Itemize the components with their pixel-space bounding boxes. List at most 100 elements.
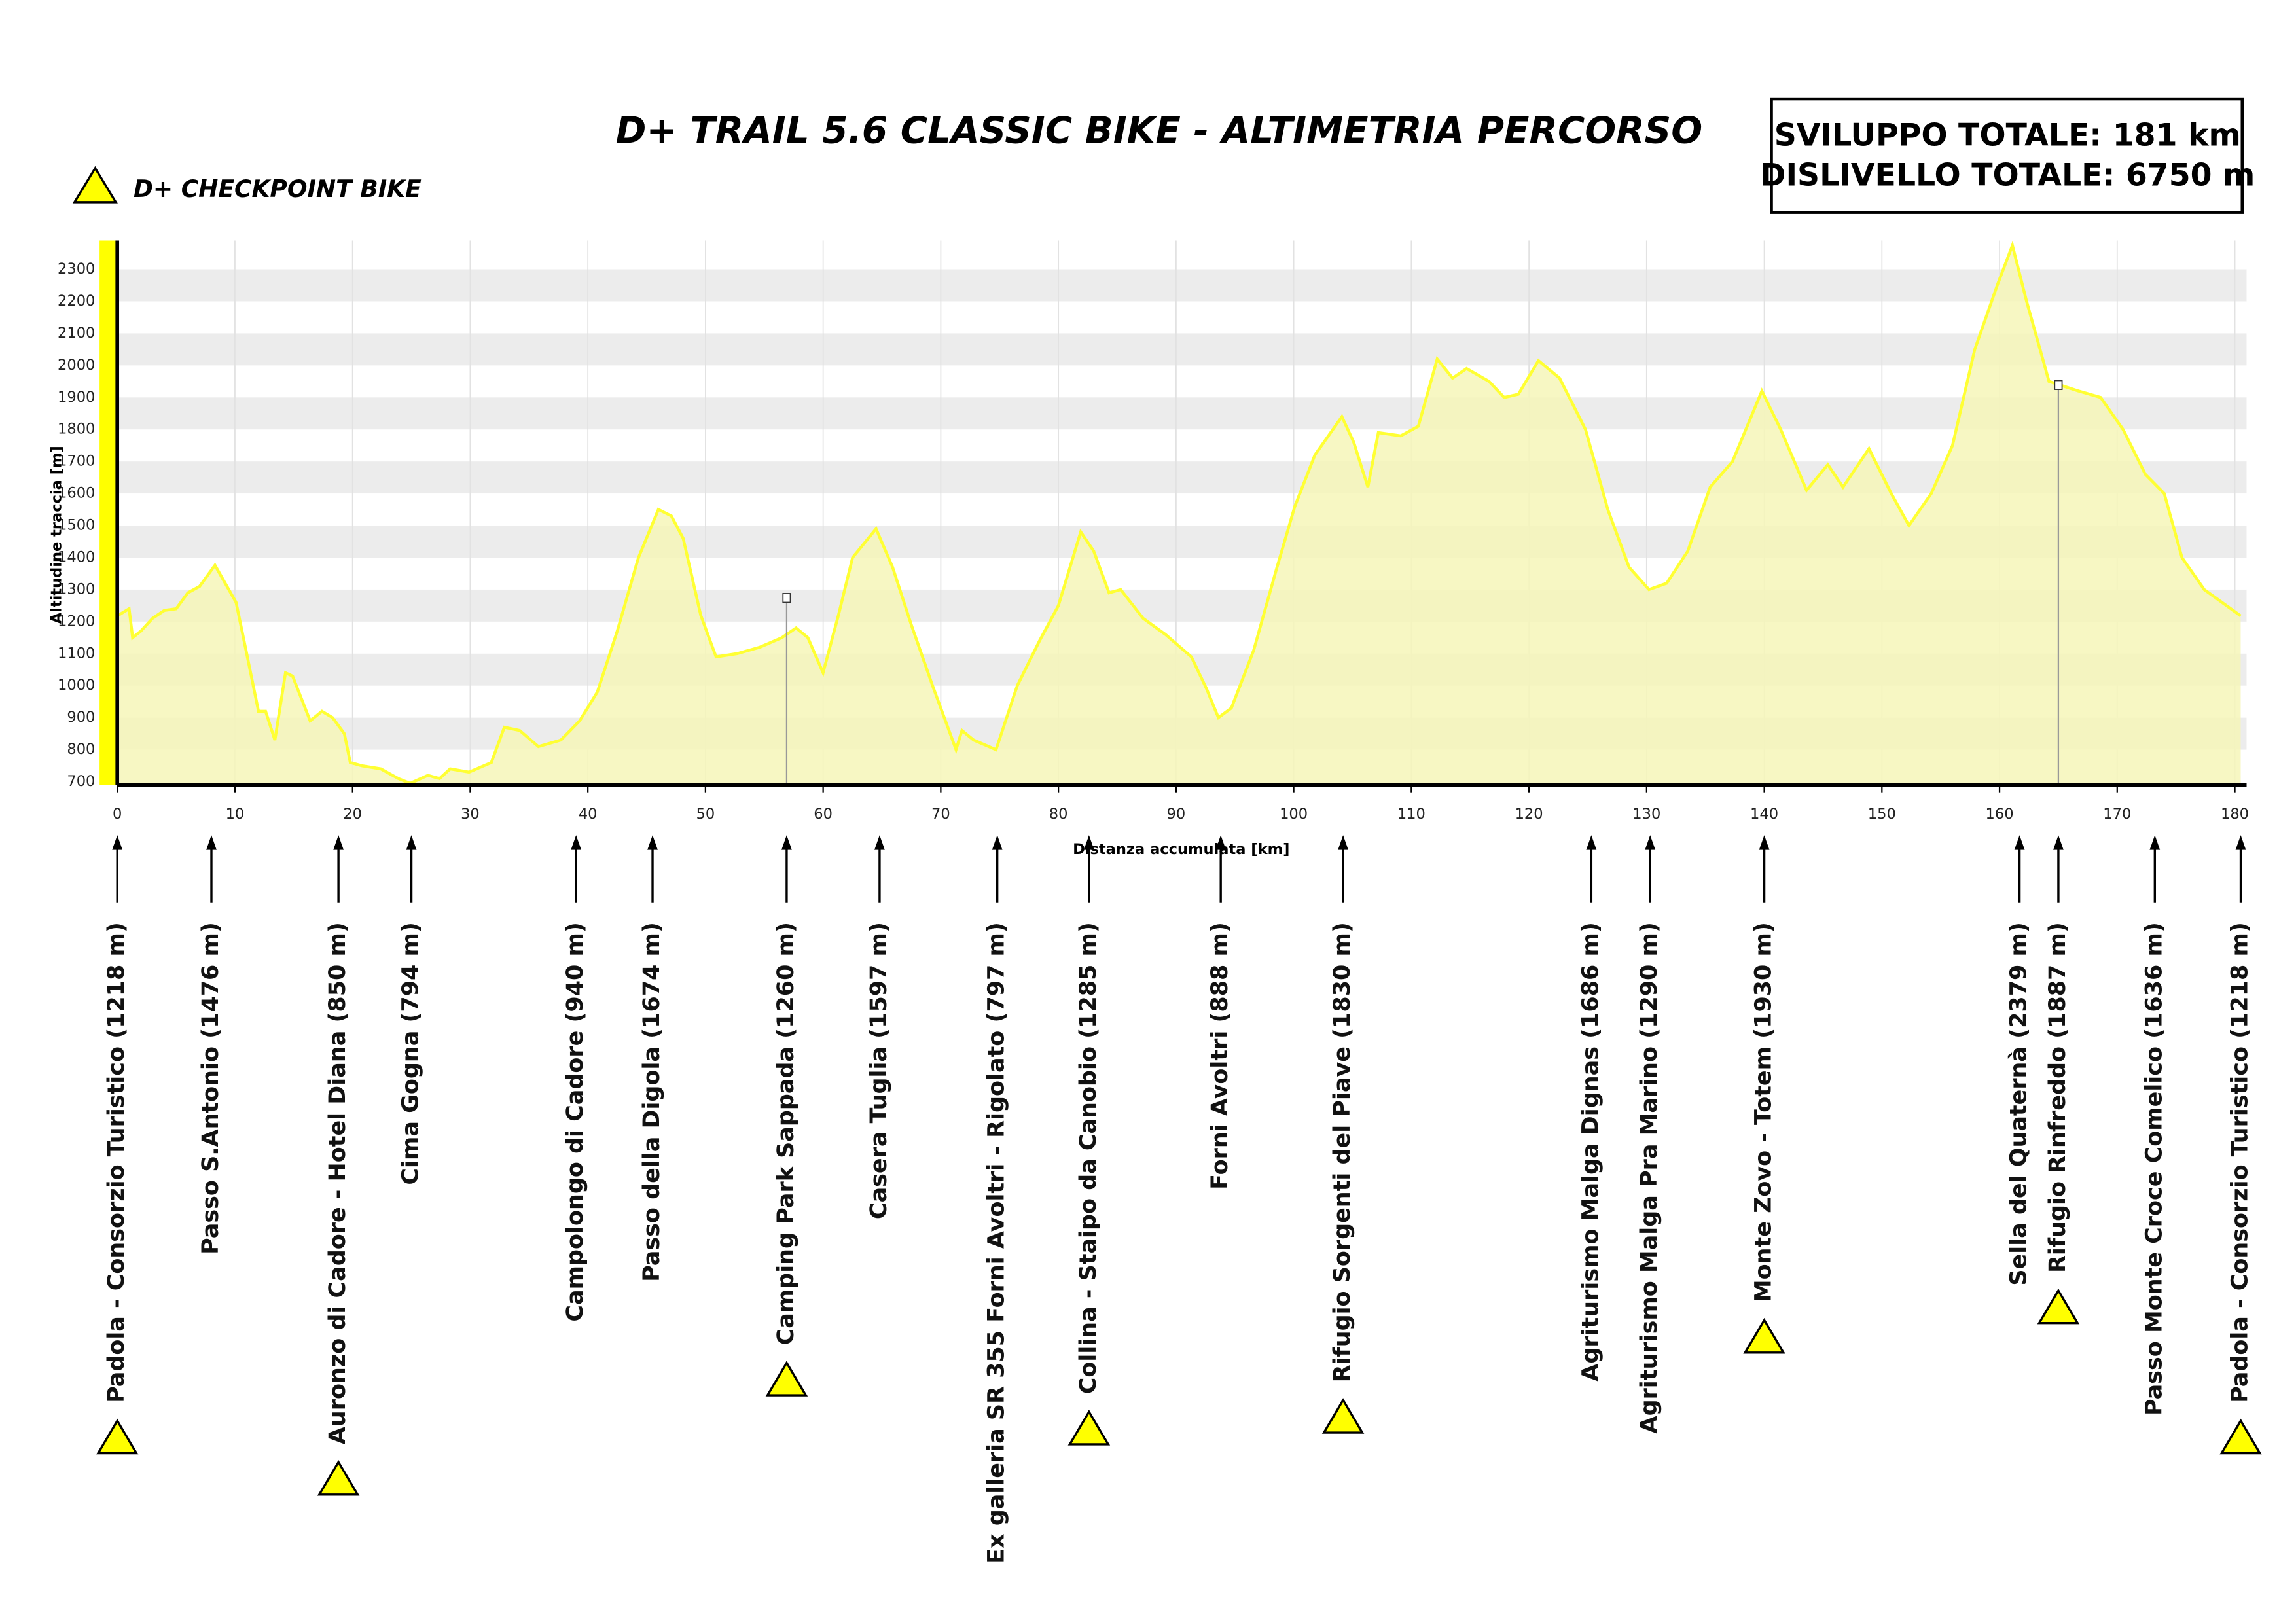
y-tick-label: 2300 bbox=[58, 260, 95, 277]
waypoint-arrowhead bbox=[1586, 835, 1597, 850]
marker-flag bbox=[782, 593, 791, 603]
y-axis-label: Altitudine traccia [m] bbox=[48, 446, 65, 624]
waypoint-arrowhead bbox=[2149, 835, 2161, 850]
waypoint-arrowhead bbox=[1338, 835, 1348, 850]
x-tick-label: 100 bbox=[1280, 806, 1308, 823]
waypoint-arrowhead bbox=[2053, 835, 2064, 850]
y-tick-label: 700 bbox=[67, 773, 95, 790]
checkpoint-icon bbox=[317, 1459, 360, 1496]
x-tick-label: 140 bbox=[1750, 806, 1778, 823]
y-tick-label: 800 bbox=[67, 741, 95, 758]
waypoint-arrowhead bbox=[571, 835, 582, 850]
y-tick-label: 1800 bbox=[58, 421, 95, 438]
waypoint-arrowhead bbox=[1215, 835, 1227, 850]
waypoint-arrowhead bbox=[2235, 835, 2246, 850]
waypoint-arrowhead bbox=[1645, 835, 1656, 850]
waypoint-arrowhead bbox=[2014, 835, 2025, 850]
y-tick-label: 1600 bbox=[58, 485, 95, 502]
waypoint-arrowhead bbox=[112, 835, 123, 850]
waypoint-label: Camping Park Sappada (1260 m) bbox=[773, 922, 799, 1345]
waypoint-label: Sella del Quaternà (2379 m) bbox=[2006, 922, 2032, 1286]
x-tick-label: 90 bbox=[1167, 806, 1186, 823]
waypoint-label: Collina - Staipo da Canobio (1285 m) bbox=[1075, 922, 1102, 1394]
grid-band bbox=[117, 269, 2247, 302]
waypoint-label: Cima Gogna (794 m) bbox=[398, 922, 424, 1185]
y-tick-label: 1300 bbox=[58, 580, 95, 597]
waypoint-label: Rifugio Sorgenti del Piave (1830 m) bbox=[1329, 922, 1355, 1382]
x-tick-label: 110 bbox=[1397, 806, 1426, 823]
x-tick-label: 80 bbox=[1049, 806, 1068, 823]
x-tick-label: 70 bbox=[931, 806, 950, 823]
y-tick-label: 1900 bbox=[58, 389, 95, 406]
waypoint-label: Auronzo di Cadore - Hotel Diana (850 m) bbox=[325, 922, 351, 1444]
waypoint-arrowhead bbox=[992, 835, 1003, 850]
x-tick-label: 150 bbox=[1868, 806, 1896, 823]
x-tick-label: 20 bbox=[343, 806, 362, 823]
grid-band bbox=[117, 333, 2247, 366]
y-tick-label: 1700 bbox=[58, 453, 95, 470]
x-tick-label: 120 bbox=[1515, 806, 1543, 823]
waypoint-arrowhead bbox=[1083, 835, 1094, 850]
checkpoint-icon bbox=[765, 1361, 808, 1397]
x-tick-label: 60 bbox=[814, 806, 833, 823]
x-tick-label: 0 bbox=[113, 806, 122, 823]
legend-icon bbox=[72, 166, 118, 204]
y-tick-label: 2000 bbox=[58, 357, 95, 374]
y-tick-label: 1400 bbox=[58, 548, 95, 565]
waypoint-arrowhead bbox=[406, 835, 417, 850]
waypoint-label: Ex galleria SR 355 Forni Avoltri - Rigol… bbox=[984, 922, 1010, 1564]
checkpoint-icon bbox=[2219, 1418, 2262, 1455]
x-tick-label: 180 bbox=[2221, 806, 2249, 823]
info-text: SVILUPPO TOTALE: 181 km bbox=[1774, 118, 2241, 154]
waypoint-label: Passo S.Antonio (1476 m) bbox=[198, 922, 224, 1255]
waypoint-label: Passo Monte Croce Comelico (1636 m) bbox=[2141, 922, 2167, 1416]
line bbox=[117, 240, 2242, 785]
x-tick-label: 40 bbox=[579, 806, 598, 823]
x-tick-label: 170 bbox=[2103, 806, 2131, 823]
waypoint-label: Monte Zovo - Totem (1930 m) bbox=[1751, 922, 1777, 1302]
y-tick-label: 2200 bbox=[58, 293, 95, 310]
marker-flag bbox=[2054, 380, 2063, 390]
chart-title: D+ TRAIL 5.6 CLASSIC BIKE - ALTIMETRIA P… bbox=[616, 110, 1702, 152]
info-box bbox=[1770, 97, 2244, 214]
checkpoint-icon bbox=[2037, 1288, 2080, 1325]
checkpoint-icon bbox=[96, 1418, 139, 1455]
waypoint-arrowhead bbox=[647, 835, 658, 850]
waypoint-label: Casera Tuglia (1597 m) bbox=[866, 922, 892, 1219]
x-tick-label: 130 bbox=[1632, 806, 1660, 823]
x-axis-label: Distanza accumulata [km] bbox=[1073, 841, 1289, 858]
waypoint-label: Padola - Consorzio Turistico (1218 m) bbox=[2227, 922, 2253, 1403]
y-tick-label: 1100 bbox=[58, 645, 95, 662]
axis-bar bbox=[99, 240, 118, 785]
y-tick-label: 1500 bbox=[58, 517, 95, 534]
x-tick-label: 160 bbox=[1986, 806, 2014, 823]
grid-band bbox=[117, 461, 2247, 494]
x-tick-label: 50 bbox=[696, 806, 715, 823]
waypoint-label: Agriturismo Malga Pra Marino (1290 m) bbox=[1636, 922, 1662, 1433]
waypoint-label: Campolongo di Cadore (940 m) bbox=[562, 922, 588, 1322]
checkpoint-icon bbox=[1067, 1409, 1111, 1446]
x-tick-label: 10 bbox=[226, 806, 245, 823]
waypoint-arrowhead bbox=[874, 835, 885, 850]
y-tick-label: 1200 bbox=[58, 613, 95, 630]
waypoint-arrowhead bbox=[333, 835, 344, 850]
waypoint-arrowhead bbox=[1759, 835, 1770, 850]
y-tick-label: 900 bbox=[67, 709, 95, 726]
waypoint-label: Forni Avoltri (888 m) bbox=[1207, 922, 1233, 1190]
waypoint-label: Agriturismo Malga Dignas (1686 m) bbox=[1577, 922, 1604, 1382]
legend-label: D+ CHECKPOINT BIKE bbox=[134, 175, 422, 203]
checkpoint-icon bbox=[1321, 1398, 1365, 1434]
y-tick-label: 1000 bbox=[58, 677, 95, 694]
x-tick-label: 30 bbox=[461, 806, 480, 823]
area bbox=[117, 245, 2241, 785]
checkpoint-icon bbox=[1743, 1317, 1785, 1354]
waypoint-label: Passo della Digola (1674 m) bbox=[639, 922, 665, 1282]
waypoint-arrowhead bbox=[781, 835, 792, 850]
info-text: DISLIVELLO TOTALE: 6750 m bbox=[1760, 158, 2255, 194]
waypoint-label: Rifugio Rinfreddo (1887 m) bbox=[2045, 922, 2071, 1273]
y-tick-label: 2100 bbox=[58, 325, 95, 342]
grid-band bbox=[117, 397, 2247, 430]
waypoint-arrowhead bbox=[206, 835, 217, 850]
waypoint-label: Padola - Consorzio Turistico (1218 m) bbox=[103, 922, 130, 1403]
